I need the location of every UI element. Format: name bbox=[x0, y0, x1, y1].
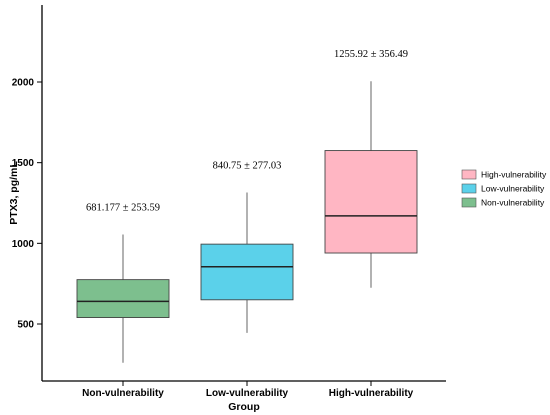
box-iqr bbox=[200, 243, 294, 301]
box-annotation: 840.75 ± 277.03 bbox=[213, 161, 282, 172]
box-group: 681.177 ± 253.59 bbox=[76, 202, 170, 363]
legend-label: Low-vulnerability bbox=[481, 184, 545, 194]
legend-swatch bbox=[461, 183, 477, 194]
y-tick-label: 1000 bbox=[12, 239, 35, 250]
y-tick-label: 1500 bbox=[12, 158, 35, 169]
x-tick-label: High-vulnerability bbox=[329, 388, 414, 399]
x-ticks: Non-vulnerability Low-vulnerability High-v… bbox=[82, 381, 414, 399]
box-annotation: 1255.92 ± 356.49 bbox=[334, 49, 408, 60]
box-iqr bbox=[324, 150, 418, 254]
legend-swatch bbox=[461, 197, 477, 208]
legend-label: High-vulnerability bbox=[481, 170, 547, 180]
axes bbox=[41, 5, 446, 382]
x-tick-label: Low-vulnerability bbox=[206, 388, 289, 399]
legend-label: Non-vulnerability bbox=[481, 198, 545, 208]
x-axis-title: Group bbox=[228, 401, 260, 413]
y-axis-title: PTX3, pg/mL bbox=[8, 161, 20, 225]
y-tick-label: 500 bbox=[17, 320, 34, 331]
box-iqr bbox=[76, 279, 170, 318]
box-group: 1255.92 ± 356.49 bbox=[324, 49, 418, 288]
legend-swatch bbox=[461, 169, 477, 180]
x-tick-label: Non-vulnerability bbox=[82, 388, 164, 399]
box-annotation: 681.177 ± 253.59 bbox=[86, 202, 160, 213]
y-tick-label: 2000 bbox=[12, 78, 35, 89]
legend: High-vulnerability Low-vulnerability Non-v… bbox=[461, 169, 547, 208]
box-group: 840.75 ± 277.03 bbox=[200, 161, 294, 333]
boxes: 681.177 ± 253.59 840.75 ± 277.03 1255.92 ±… bbox=[76, 49, 418, 363]
y-ticks: 500 1000 1500 2000 bbox=[12, 78, 42, 331]
